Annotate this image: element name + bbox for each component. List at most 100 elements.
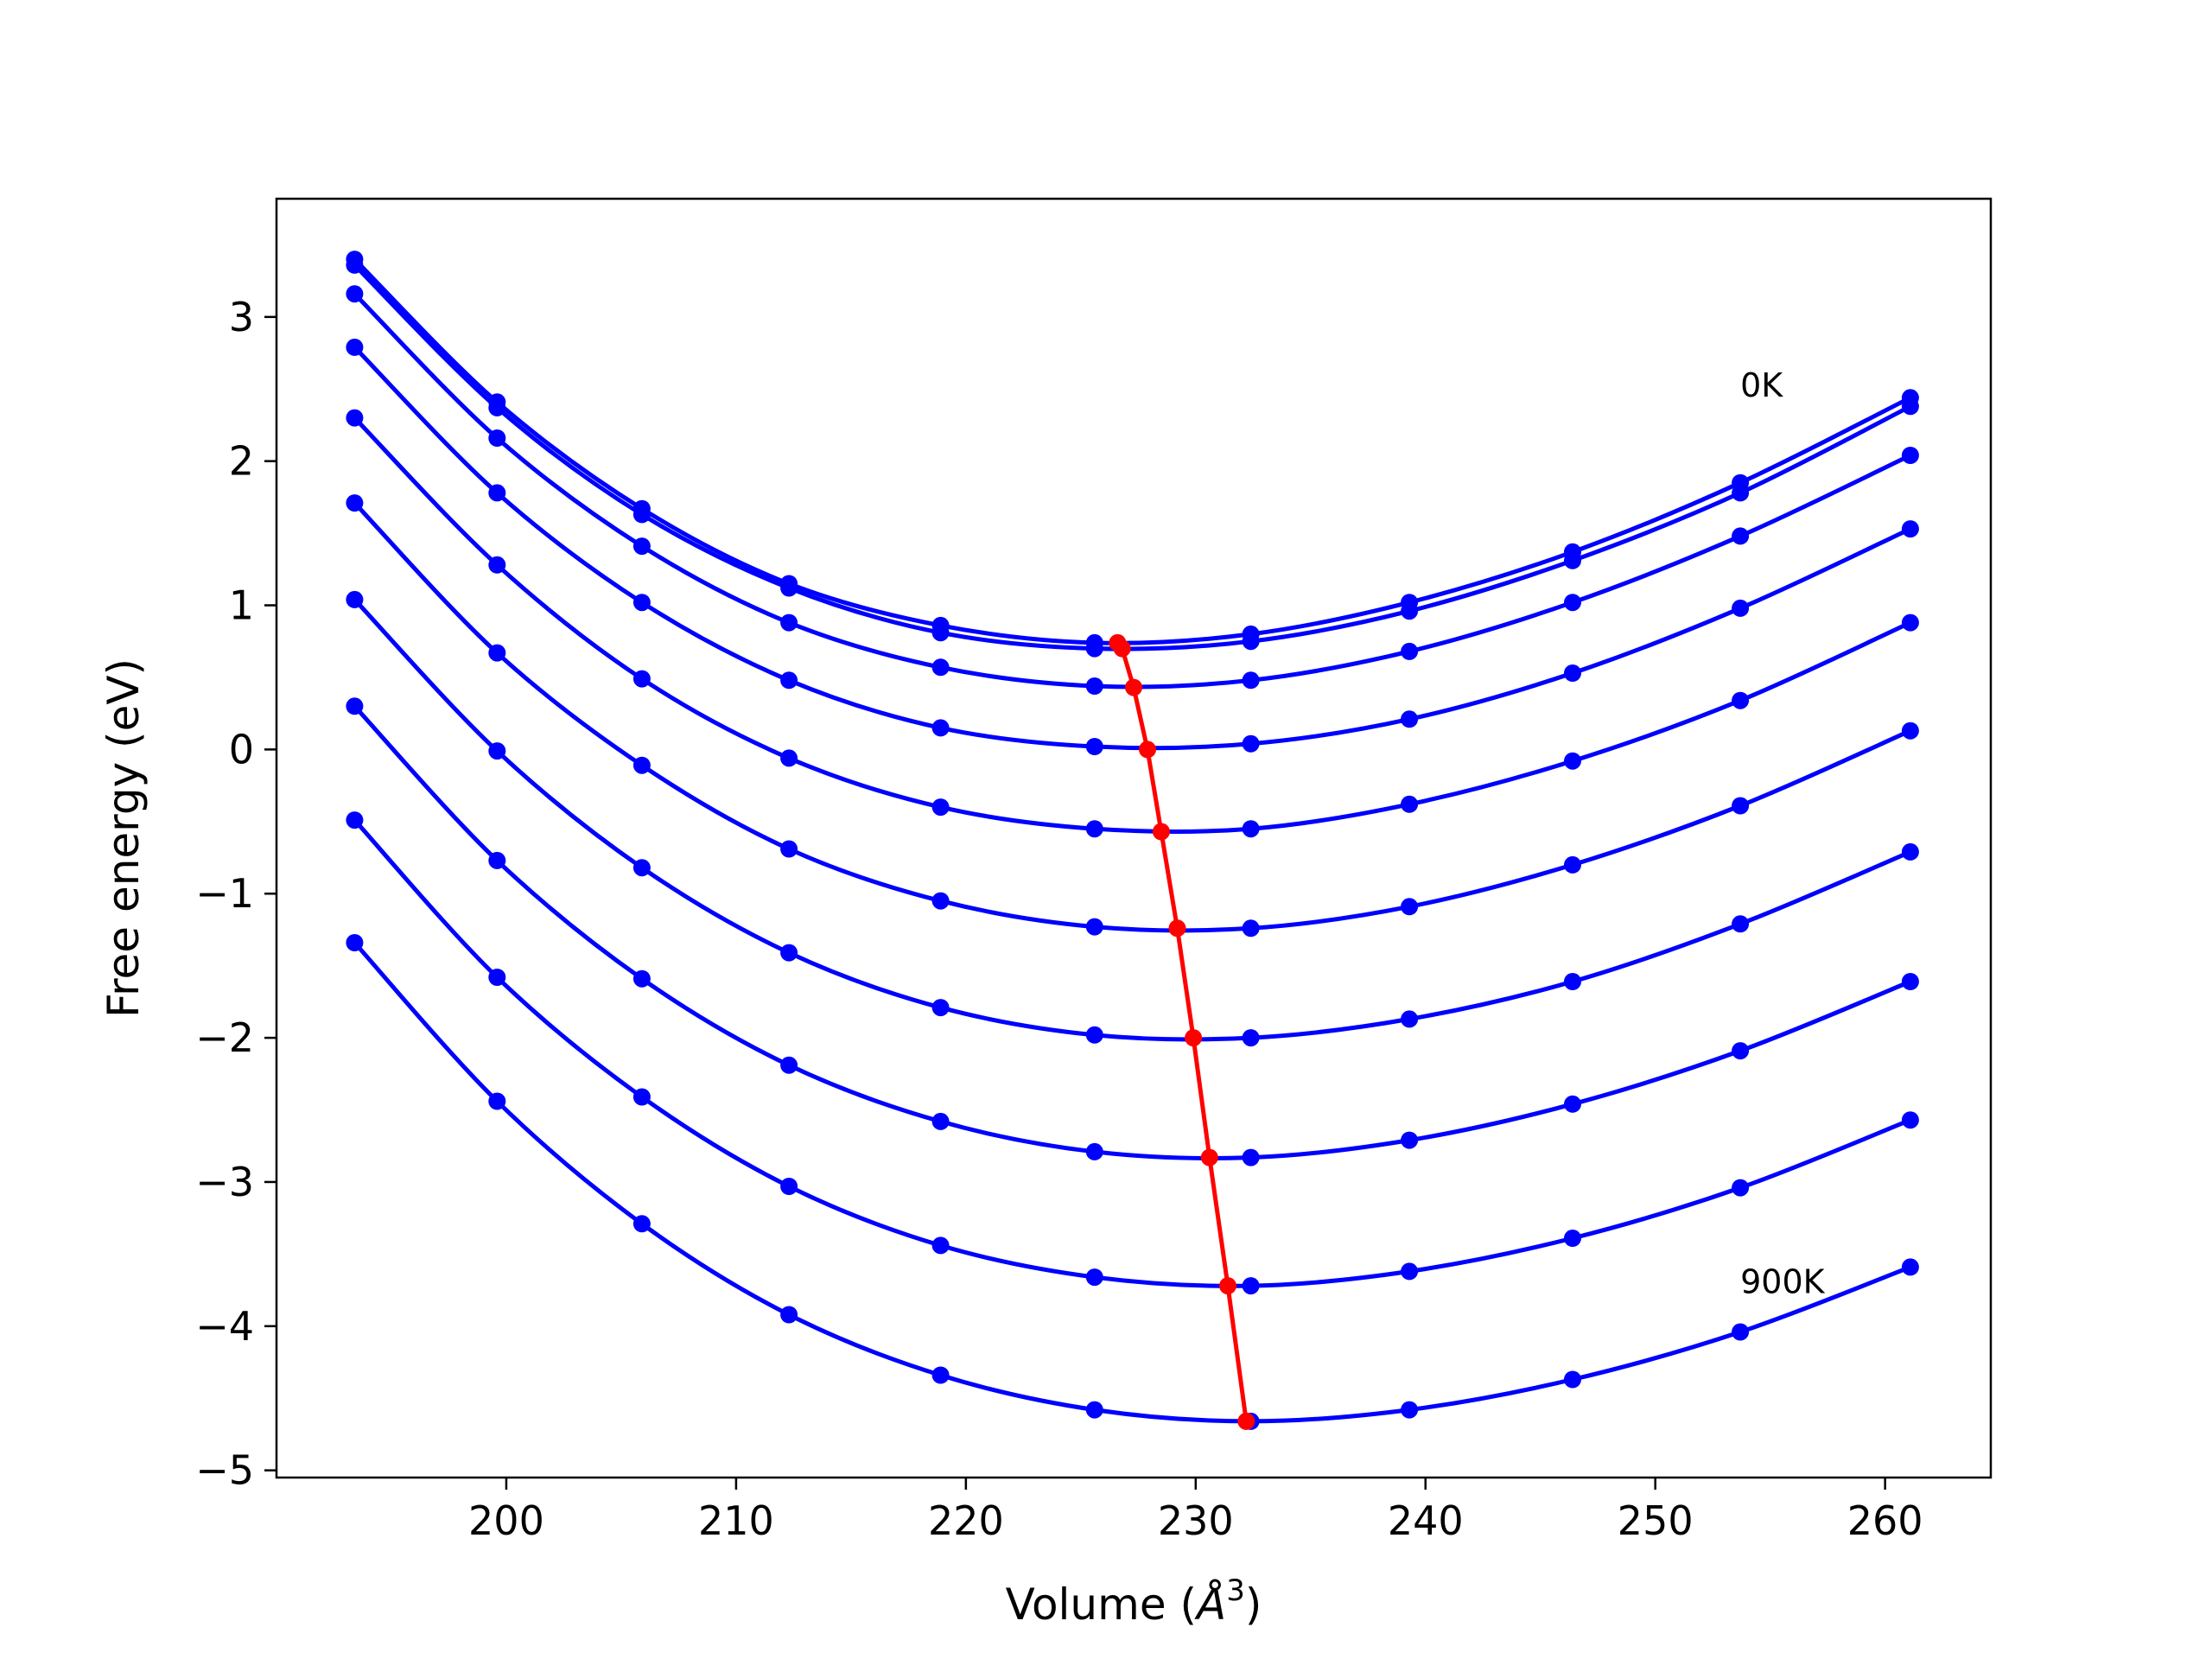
data-point	[1564, 1230, 1581, 1247]
x-axis-label-close: )	[1245, 1580, 1262, 1630]
data-point	[488, 398, 506, 416]
data-point	[1242, 734, 1260, 753]
data-point	[1732, 527, 1750, 545]
data-point	[1732, 915, 1750, 933]
data-point	[1085, 1268, 1103, 1287]
x-tick-label: 260	[1847, 1497, 1923, 1544]
x-tick-label: 220	[928, 1497, 1004, 1544]
data-point	[1564, 855, 1581, 874]
data-point	[1732, 599, 1750, 617]
data-point	[488, 556, 506, 574]
series-5	[346, 494, 1919, 938]
data-point	[931, 1236, 950, 1255]
data-point	[780, 1178, 798, 1195]
y-tick-label: 0	[229, 726, 254, 772]
data-point	[1242, 632, 1260, 651]
data-point	[1401, 642, 1419, 660]
series-1	[346, 256, 1919, 658]
series-8	[346, 811, 1919, 1295]
data-point	[780, 613, 798, 632]
data-point	[1085, 738, 1103, 755]
data-point	[1732, 1042, 1750, 1060]
minima-line	[1116, 641, 1249, 1422]
data-point	[931, 798, 950, 817]
data-point	[1242, 919, 1260, 938]
data-point	[780, 1306, 798, 1324]
data-point	[931, 658, 950, 677]
x-axis-label-symbol: Å	[1194, 1580, 1226, 1630]
data-point	[1901, 397, 1919, 416]
y-tick-label: 2	[229, 438, 254, 485]
data-point	[1085, 918, 1103, 936]
data-point	[1242, 1029, 1260, 1047]
data-point	[346, 697, 364, 715]
data-point	[1401, 1131, 1419, 1149]
data-point	[346, 256, 364, 274]
data-point	[346, 494, 364, 512]
series-6	[346, 590, 1919, 1047]
data-point	[780, 671, 798, 690]
data-point	[1564, 1095, 1581, 1113]
series-9	[346, 934, 1919, 1430]
data-point	[488, 1092, 506, 1110]
data-point	[1401, 1401, 1419, 1419]
data-point	[1564, 551, 1581, 569]
x-tick-label: 210	[698, 1497, 774, 1544]
minimum-point	[1152, 823, 1170, 841]
data-point	[488, 742, 506, 760]
y-axis: 3 2 1 0 −1 −2 −3 −4 −5	[195, 294, 276, 1494]
data-point	[1242, 1148, 1260, 1166]
data-point	[488, 429, 506, 447]
x-tick-label: 200	[468, 1497, 544, 1544]
data-point	[1401, 898, 1419, 916]
y-tick-label: −5	[195, 1447, 254, 1494]
data-point	[1242, 671, 1260, 690]
data-point	[1732, 691, 1750, 709]
data-point	[1085, 639, 1103, 658]
data-point	[632, 670, 651, 688]
data-point	[632, 594, 651, 612]
data-point	[1564, 1370, 1581, 1389]
data-point	[488, 851, 506, 869]
data-point	[931, 624, 950, 642]
data-point	[931, 719, 950, 737]
x-axis: 200 210 220 230 240 250 260	[468, 1478, 1923, 1544]
data-point	[1901, 842, 1919, 861]
data-point	[1564, 973, 1581, 990]
y-tick-label: −3	[195, 1159, 254, 1205]
data-point	[1085, 1401, 1103, 1419]
data-point	[1732, 797, 1750, 815]
data-point	[346, 338, 364, 356]
data-point	[1732, 484, 1750, 502]
data-point	[1732, 1179, 1750, 1197]
data-point	[346, 590, 364, 608]
data-point	[1242, 1277, 1260, 1295]
data-point	[488, 644, 506, 662]
data-point	[632, 537, 651, 556]
minimum-point	[1237, 1412, 1255, 1430]
data-point	[1085, 1142, 1103, 1160]
y-tick-label: 1	[229, 582, 254, 629]
y-tick-label: 3	[229, 294, 254, 340]
data-point	[632, 859, 651, 877]
data-point	[1564, 664, 1581, 682]
data-point	[1732, 1323, 1750, 1341]
data-point	[346, 811, 364, 830]
data-point	[931, 892, 950, 910]
minimum-point	[1113, 639, 1131, 658]
minimum-point	[1185, 1029, 1203, 1047]
data-point	[1901, 973, 1919, 990]
y-tick-label: −4	[195, 1303, 254, 1350]
minimum-point	[1168, 919, 1186, 938]
data-point	[1401, 602, 1419, 620]
data-point	[780, 1056, 798, 1074]
data-point	[931, 999, 950, 1017]
minimum-point	[1125, 678, 1142, 696]
curves-layer	[346, 251, 1919, 1430]
annotation-label: 900K	[1740, 1263, 1826, 1301]
data-point	[632, 969, 651, 988]
series-7	[346, 697, 1919, 1166]
data-point	[1401, 1010, 1419, 1028]
data-point	[346, 409, 364, 427]
